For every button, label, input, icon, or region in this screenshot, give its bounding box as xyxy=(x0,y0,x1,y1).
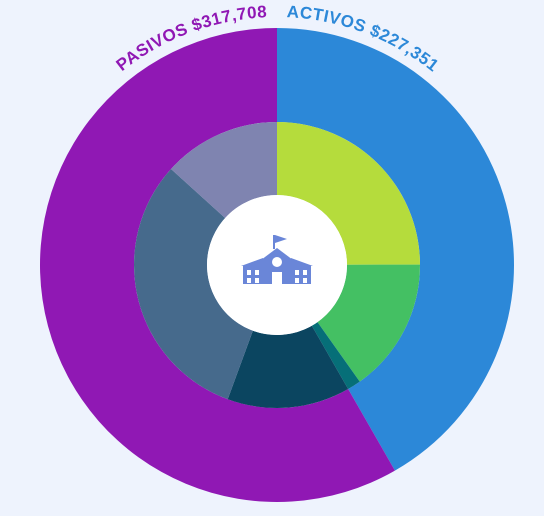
outer-segment xyxy=(39,28,395,503)
rings xyxy=(39,28,514,503)
inner-segment xyxy=(227,325,349,408)
inner-segment xyxy=(133,168,253,400)
inner-segment xyxy=(171,122,277,219)
inner-segment xyxy=(317,264,421,382)
school-icon xyxy=(241,235,313,284)
inner-segment xyxy=(311,322,360,390)
inner-segment xyxy=(277,122,420,265)
outer-segment xyxy=(277,28,514,471)
